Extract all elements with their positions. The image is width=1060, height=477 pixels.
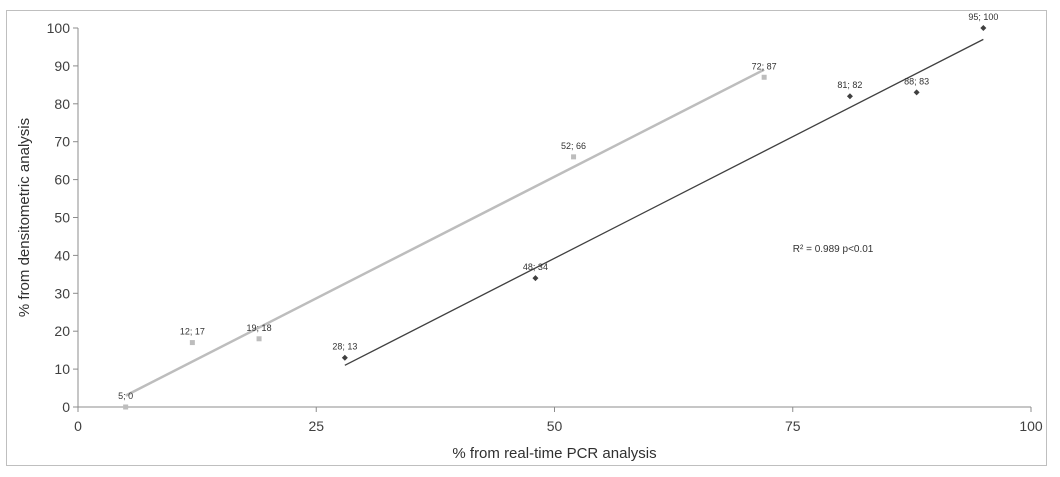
- data-point: [980, 25, 987, 31]
- data-point: [532, 275, 539, 282]
- x-axis-title: % from real-time PCR analysis: [452, 445, 656, 462]
- y-tick-label: 100: [47, 20, 71, 36]
- data-markers: [123, 25, 987, 410]
- data-labels: 5; 0 12; 17 19; 18 52; 66 72; 87 28; 13 48; 34…: [118, 12, 998, 401]
- x-tick-label: 100: [1019, 418, 1043, 434]
- data-point: [256, 336, 262, 342]
- data-label: 19; 18: [247, 323, 272, 333]
- y-tick-label: 20: [54, 323, 70, 339]
- x-tick-label: 0: [74, 418, 82, 434]
- x-tick-label: 75: [785, 418, 801, 434]
- chart-frame: [6, 10, 1047, 466]
- data-label: 72; 87: [752, 61, 777, 71]
- data-point: [913, 89, 920, 96]
- y-tick-label: 60: [54, 172, 70, 188]
- axes: 0 10 20 30 40 50 60 70 80 90 100 0 25 50 75 100: [47, 20, 1043, 434]
- data-label: 12; 17: [180, 327, 205, 337]
- data-label: 28; 13: [332, 342, 357, 352]
- y-axis-title: % from densitometric analysis: [16, 118, 33, 317]
- trendlines: [125, 38, 984, 397]
- data-label: 88; 83: [904, 76, 929, 86]
- trendline-series-1: [125, 68, 765, 397]
- data-point: [571, 154, 577, 160]
- y-tick-label: 0: [62, 399, 70, 415]
- y-tick-label: 70: [54, 134, 70, 150]
- y-tick-label: 10: [54, 361, 70, 377]
- data-label: 48; 34: [523, 262, 548, 272]
- x-tick-label: 25: [308, 418, 324, 434]
- data-point: [189, 340, 195, 346]
- data-point: [761, 74, 767, 80]
- data-label: 81; 82: [837, 80, 862, 90]
- data-point: [846, 93, 853, 100]
- y-tick-label: 30: [54, 285, 70, 301]
- data-label: 52; 66: [561, 141, 586, 151]
- regression-annotation: R² = 0.989 p<0.01: [793, 244, 874, 255]
- y-tick-label: 50: [54, 210, 70, 226]
- data-point: [341, 354, 348, 361]
- y-tick-label: 90: [54, 58, 70, 74]
- data-label: 95; 100: [968, 12, 998, 22]
- data-label: 5; 0: [118, 391, 133, 401]
- trendline-series-2: [344, 38, 984, 366]
- x-tick-label: 50: [547, 418, 563, 434]
- y-tick-label: 80: [54, 96, 70, 112]
- data-point: [123, 404, 129, 410]
- y-tick-label: 40: [54, 247, 70, 263]
